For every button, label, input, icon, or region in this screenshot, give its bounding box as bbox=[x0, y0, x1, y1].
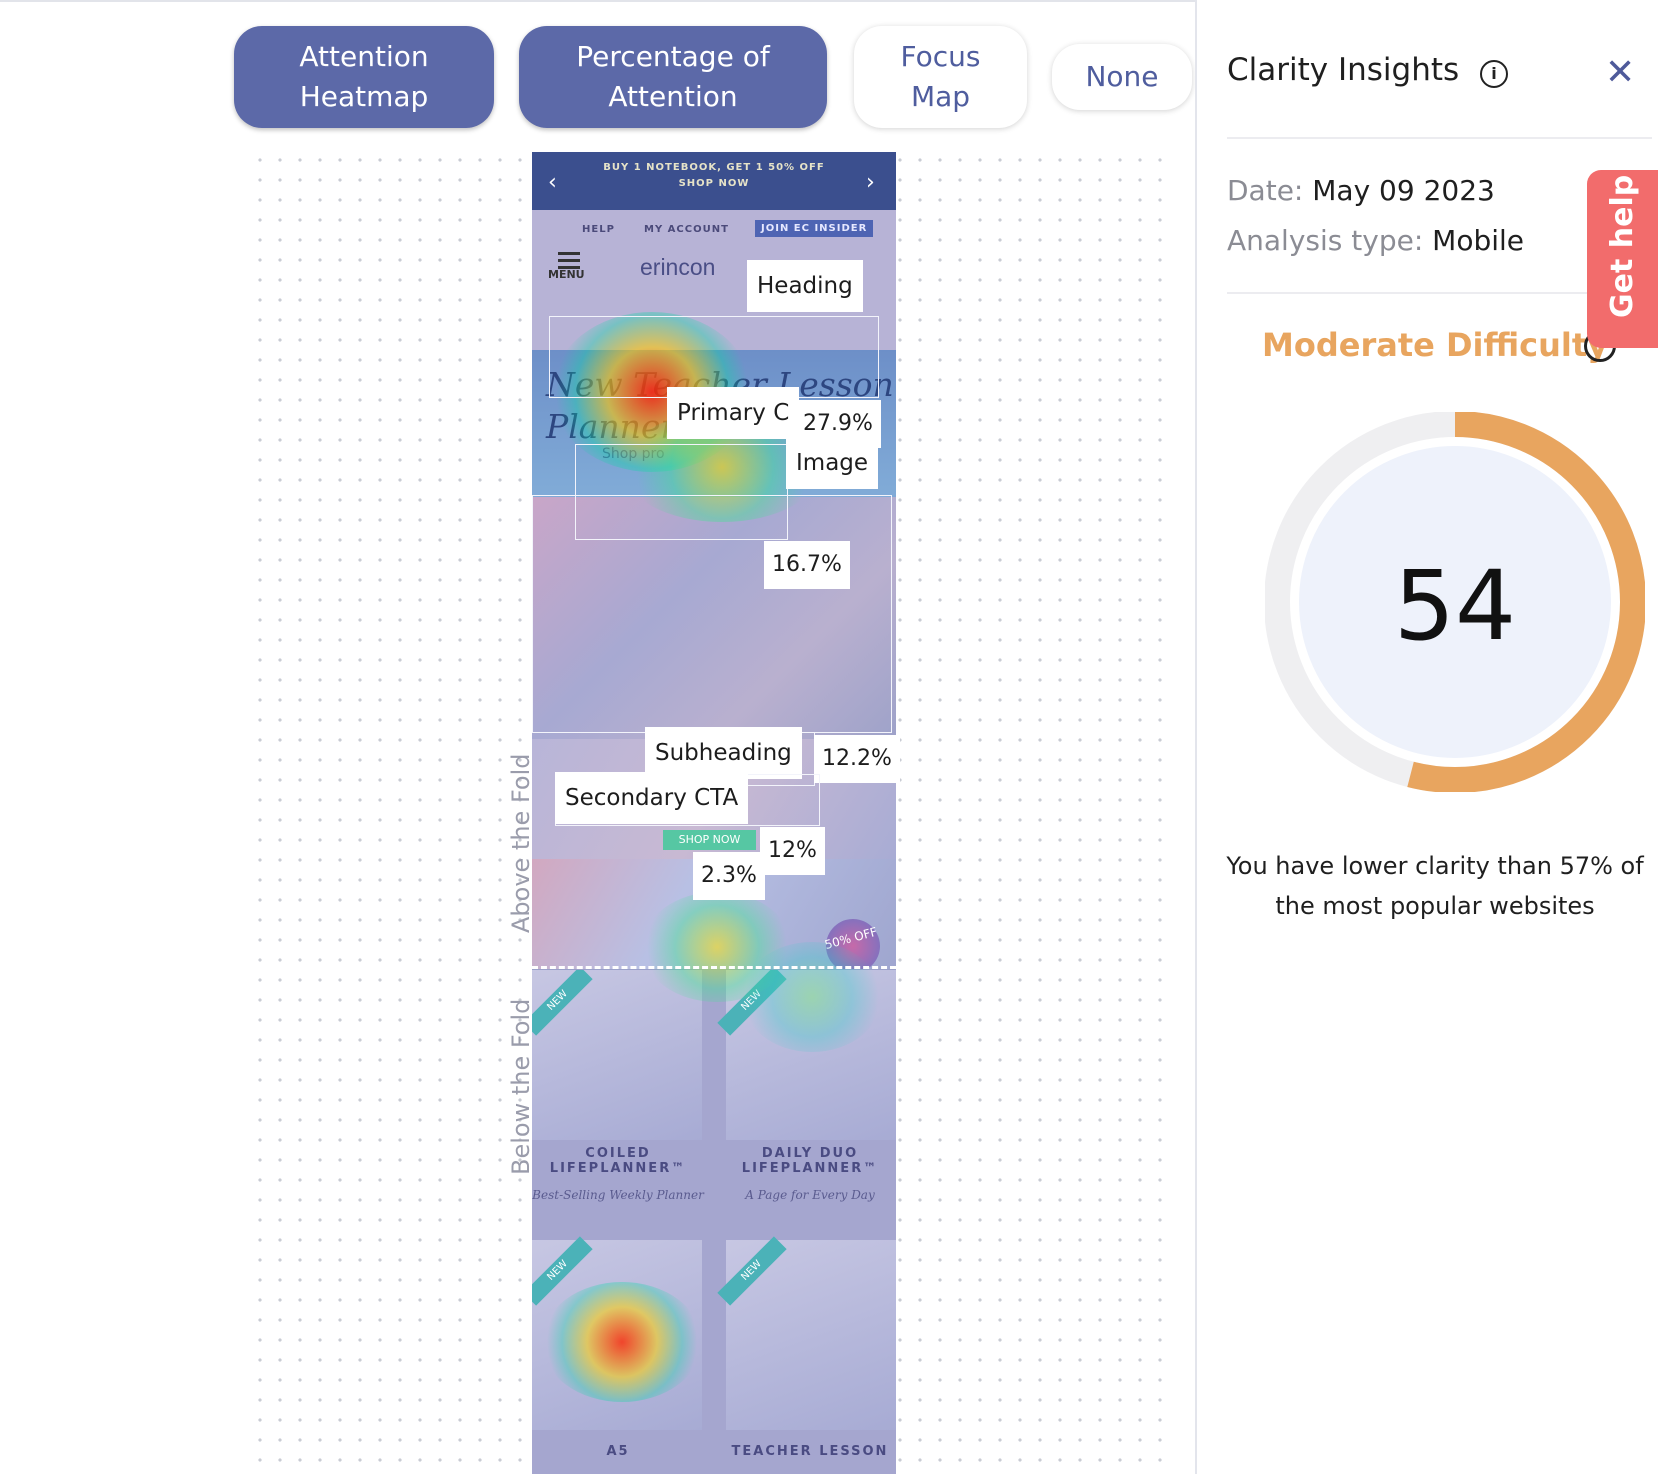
close-icon[interactable]: ✕ bbox=[1605, 52, 1636, 93]
subheading-label: Subheading bbox=[645, 727, 802, 779]
analysis-value: Mobile bbox=[1432, 224, 1525, 257]
image-label: Image bbox=[786, 437, 879, 489]
chevron-right-icon[interactable]: › bbox=[866, 170, 875, 195]
heading-label: Heading bbox=[747, 260, 863, 312]
planner-image bbox=[532, 497, 896, 739]
date-row: Date: May 09 2023 bbox=[1227, 174, 1495, 207]
primary-cta-region[interactable] bbox=[575, 444, 788, 540]
panel-title: Clarity Insights bbox=[1227, 52, 1460, 88]
product-subtitle: A Page for Every Day bbox=[745, 1188, 875, 1202]
account-link: MY ACCOUNT bbox=[644, 224, 729, 235]
chevron-left-icon[interactable]: ‹ bbox=[548, 170, 557, 195]
promo-banner: ‹ BUY 1 NOTEBOOK, GET 1 50% OFF SHOP NOW… bbox=[532, 152, 896, 210]
heading-region[interactable] bbox=[549, 316, 879, 398]
clarity-message: You have lower clarity than 57% of the m… bbox=[1226, 852, 1644, 920]
product-grid: NEW NEW COILED LIFEPLANNER™ Best-Selling… bbox=[532, 970, 896, 1474]
secondary-cta-label: Secondary CTA bbox=[555, 772, 749, 824]
promo-shop-now: SHOP NOW bbox=[678, 178, 750, 189]
gauge-inner bbox=[1295, 442, 1615, 762]
insider-link: JOIN EC INSIDER bbox=[755, 220, 874, 237]
divider bbox=[1227, 137, 1652, 139]
top-border bbox=[0, 0, 1195, 2]
above-fold-label: Above the Fold bbox=[507, 753, 535, 933]
menu-label: MENU bbox=[548, 268, 585, 281]
product-subtitle: Best-Selling Weekly Planner bbox=[532, 1188, 704, 1202]
secondary-shop-now: SHOP NOW bbox=[663, 830, 756, 850]
date-label: Date: bbox=[1227, 174, 1304, 207]
fold-line bbox=[532, 966, 896, 969]
gauge-arc bbox=[1265, 412, 1645, 792]
clarity-score-gauge bbox=[1265, 412, 1645, 792]
difficulty-label: Moderate Difficulty bbox=[1262, 326, 1609, 364]
date-value: May 09 2023 bbox=[1312, 174, 1495, 207]
brand-logo: erincon bbox=[640, 254, 716, 280]
subheading-percentage: 12.2% bbox=[814, 735, 900, 783]
below-fold-label: Below the Fold bbox=[507, 998, 535, 1175]
image-region[interactable] bbox=[532, 495, 892, 733]
image-percentage: 16.7% bbox=[764, 541, 850, 589]
percentage-of-attention-button[interactable]: Percentage of Attention bbox=[519, 26, 827, 128]
info-icon[interactable]: i bbox=[1480, 60, 1508, 88]
clarity-score: 54 bbox=[1393, 550, 1517, 662]
product-title: COILED LIFEPLANNER™ bbox=[549, 1146, 687, 1176]
none-button[interactable]: None bbox=[1052, 44, 1192, 110]
primary-cta-label: Primary C bbox=[667, 387, 800, 439]
secondary-cta-percentage: 12% bbox=[760, 827, 825, 875]
product-title: DAILY DUO LIFEPLANNER™ bbox=[741, 1146, 879, 1176]
get-help-button[interactable]: Get help bbox=[1587, 170, 1658, 348]
discount-badge: 50% OFF bbox=[819, 912, 887, 969]
analysis-row: Analysis type: Mobile bbox=[1227, 224, 1524, 257]
focus-map-button[interactable]: Focus Map bbox=[854, 26, 1027, 128]
product-title: TEACHER LESSON bbox=[731, 1444, 889, 1459]
attention-heatmap-button[interactable]: Attention Heatmap bbox=[234, 26, 494, 128]
small-region-percentage: 2.3% bbox=[693, 852, 765, 900]
promo-text: BUY 1 NOTEBOOK, GET 1 50% OFF bbox=[603, 162, 825, 173]
help-link: HELP bbox=[582, 224, 615, 235]
analysis-label: Analysis type: bbox=[1227, 224, 1424, 257]
menu-icon bbox=[558, 252, 580, 255]
divider bbox=[1227, 292, 1652, 294]
product-title: A5 bbox=[606, 1444, 630, 1459]
